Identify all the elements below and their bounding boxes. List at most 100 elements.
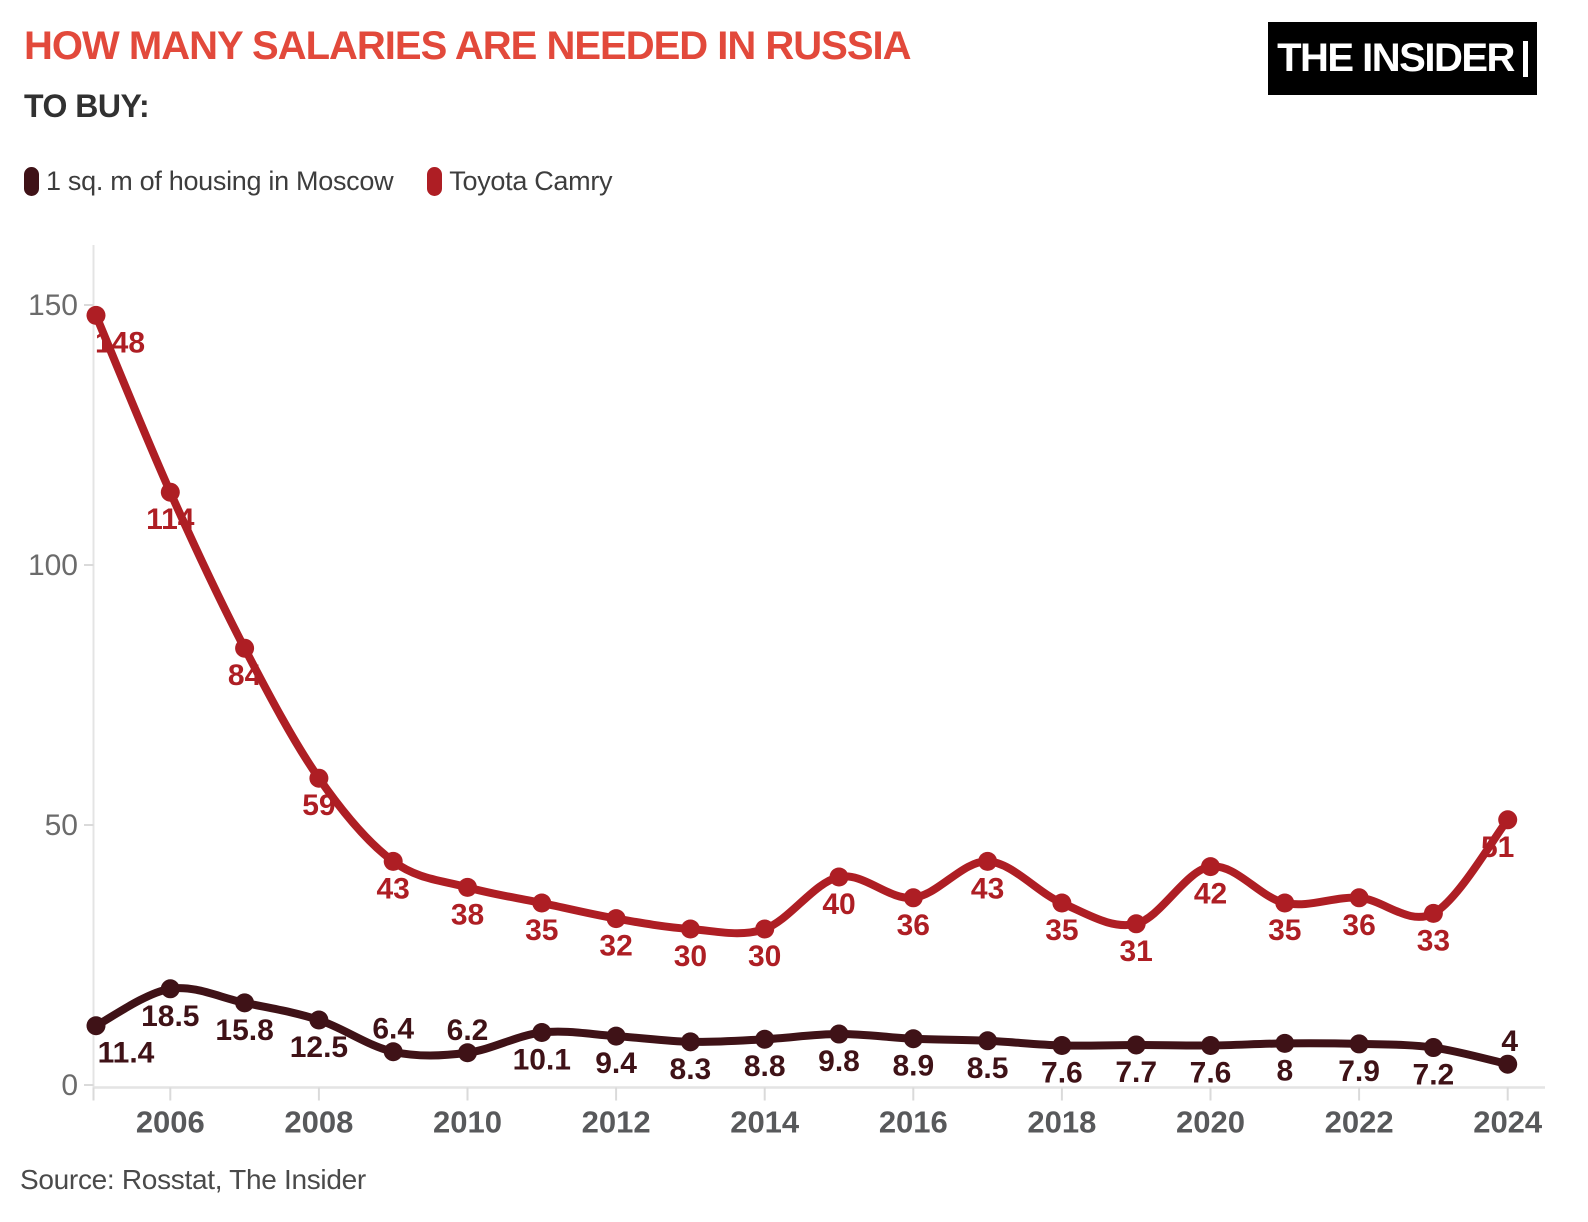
data-label-1-sq-m-of-housing-in-moscow: 6.2 (447, 1014, 489, 1047)
data-point-1-sq-m-of-housing-in-moscow (532, 1022, 552, 1042)
data-point-1-sq-m-of-housing-in-moscow (755, 1029, 775, 1049)
data-point-toyota-camry (1498, 810, 1518, 830)
data-label-toyota-camry: 35 (525, 914, 558, 947)
data-point-toyota-camry (903, 888, 923, 908)
x-axis-tick-label: 2016 (879, 1105, 948, 1140)
data-point-toyota-camry (755, 919, 775, 939)
legend-label-housing: 1 sq. m of housing in Moscow (46, 166, 394, 196)
data-point-toyota-camry (1349, 888, 1369, 908)
page-title: HOW MANY SALARIES ARE NEEDED IN RUSSIA (24, 24, 912, 68)
x-axis-tick-label: 2008 (284, 1105, 353, 1140)
axes: 0 50 100 150 2006 2008 2010 2012 2014 2016 2018 202… (28, 245, 1545, 1140)
data-label-toyota-camry: 30 (748, 940, 781, 973)
data-point-toyota-camry (1275, 893, 1295, 913)
series-toyota-camry: 148 114 84 59 43 38 35 32 30 30 40 36 43 35 31 42 35 36 33… (86, 305, 1518, 973)
data-point-toyota-camry (86, 305, 106, 325)
data-label-toyota-camry: 40 (822, 888, 855, 921)
data-label-1-sq-m-of-housing-in-moscow: 10.1 (513, 1043, 571, 1076)
data-point-1-sq-m-of-housing-in-moscow (458, 1043, 477, 1063)
data-label-1-sq-m-of-housing-in-moscow: 11.4 (98, 1037, 155, 1070)
housing-series-marker-icon (24, 167, 39, 196)
data-point-1-sq-m-of-housing-in-moscow (86, 1016, 106, 1036)
data-label-1-sq-m-of-housing-in-moscow: 7.7 (1115, 1056, 1157, 1089)
legend-item-housing: 1 sq. m of housing in Moscow (24, 166, 394, 197)
data-point-1-sq-m-of-housing-in-moscow (978, 1031, 998, 1051)
data-point-toyota-camry (829, 867, 849, 887)
data-point-1-sq-m-of-housing-in-moscow (903, 1029, 923, 1049)
x-axis-tick-label: 2018 (1027, 1105, 1096, 1140)
chart-legend: 1 sq. m of housing in Moscow Toyota Camr… (24, 166, 613, 197)
data-point-1-sq-m-of-housing-in-moscow (1126, 1035, 1146, 1055)
data-label-toyota-camry: 148 (95, 326, 145, 359)
camry-series-marker-icon (427, 167, 443, 196)
data-label-1-sq-m-of-housing-in-moscow: 18.5 (141, 1000, 199, 1033)
data-label-1-sq-m-of-housing-in-moscow: 8 (1276, 1054, 1293, 1087)
data-label-1-sq-m-of-housing-in-moscow: 12.5 (290, 1031, 348, 1064)
data-point-1-sq-m-of-housing-in-moscow (1498, 1054, 1518, 1074)
data-label-toyota-camry: 35 (1268, 914, 1301, 947)
data-point-toyota-camry (532, 893, 552, 913)
data-label-1-sq-m-of-housing-in-moscow: 9.8 (818, 1045, 860, 1078)
data-point-toyota-camry (383, 851, 403, 871)
data-label-toyota-camry: 43 (971, 872, 1004, 905)
data-label-toyota-camry: 42 (1194, 878, 1227, 911)
data-point-1-sq-m-of-housing-in-moscow (383, 1042, 403, 1062)
data-point-1-sq-m-of-housing-in-moscow (235, 993, 255, 1013)
x-axis-tick-label: 2022 (1325, 1105, 1394, 1140)
data-label-toyota-camry: 84 (228, 659, 262, 692)
data-point-toyota-camry (160, 482, 180, 502)
data-label-toyota-camry: 35 (1045, 914, 1078, 947)
y-axis-tick-label: 0 (61, 1069, 78, 1102)
x-axis-tick-label: 2024 (1473, 1105, 1543, 1140)
data-label-1-sq-m-of-housing-in-moscow: 9.4 (595, 1047, 637, 1080)
the-insider-logo: THE INSIDER (1268, 22, 1537, 95)
data-point-toyota-camry (309, 768, 329, 788)
data-point-toyota-camry (458, 877, 477, 897)
x-axis-tick-label: 2012 (582, 1105, 651, 1140)
data-point-1-sq-m-of-housing-in-moscow (1275, 1033, 1295, 1053)
data-label-1-sq-m-of-housing-in-moscow: 7.6 (1041, 1056, 1083, 1089)
x-axis-tick-label: 2006 (136, 1105, 205, 1140)
data-point-1-sq-m-of-housing-in-moscow (606, 1026, 626, 1046)
data-label-toyota-camry: 36 (897, 909, 930, 942)
data-point-1-sq-m-of-housing-in-moscow (1201, 1035, 1220, 1055)
data-label-1-sq-m-of-housing-in-moscow: 7.6 (1190, 1056, 1232, 1089)
data-label-1-sq-m-of-housing-in-moscow: 7.9 (1338, 1055, 1380, 1088)
logo-text: THE INSIDER (1277, 36, 1515, 80)
data-label-toyota-camry: 31 (1120, 935, 1153, 968)
data-point-toyota-camry (1052, 893, 1072, 913)
data-label-toyota-camry: 30 (674, 940, 707, 973)
legend-item-camry: Toyota Camry (427, 166, 613, 197)
source-note: Source: Rosstat, The Insider (20, 1164, 366, 1195)
x-axis-tick-label: 2014 (730, 1105, 800, 1140)
data-point-1-sq-m-of-housing-in-moscow (829, 1024, 849, 1044)
data-point-toyota-camry (606, 909, 626, 929)
y-axis-tick-label: 100 (28, 549, 78, 582)
data-label-toyota-camry: 114 (146, 503, 195, 536)
data-label-toyota-camry: 38 (451, 898, 484, 931)
data-label-1-sq-m-of-housing-in-moscow: 15.8 (215, 1014, 273, 1047)
data-point-toyota-camry (978, 851, 998, 871)
data-label-toyota-camry: 51 (1481, 831, 1514, 864)
data-label-toyota-camry: 43 (377, 872, 410, 905)
y-axis-tick-label: 50 (45, 809, 78, 842)
data-point-1-sq-m-of-housing-in-moscow (1052, 1035, 1072, 1055)
chart-subtitle: TO BUY: (24, 88, 150, 124)
data-point-1-sq-m-of-housing-in-moscow (1349, 1034, 1369, 1054)
data-point-toyota-camry (1201, 857, 1220, 877)
data-label-1-sq-m-of-housing-in-moscow: 6.4 (372, 1013, 414, 1046)
data-point-1-sq-m-of-housing-in-moscow (160, 979, 180, 999)
data-label-toyota-camry: 33 (1417, 924, 1450, 957)
data-label-1-sq-m-of-housing-in-moscow: 8.9 (892, 1050, 934, 1083)
x-axis-tick-label: 2010 (433, 1105, 502, 1140)
data-label-toyota-camry: 36 (1342, 909, 1375, 942)
data-label-1-sq-m-of-housing-in-moscow: 8.3 (670, 1053, 712, 1086)
legend-label-camry: Toyota Camry (449, 166, 613, 196)
data-point-toyota-camry (235, 638, 255, 658)
data-label-toyota-camry: 59 (302, 789, 335, 822)
data-label-1-sq-m-of-housing-in-moscow: 4 (1501, 1025, 1518, 1058)
data-label-1-sq-m-of-housing-in-moscow: 8.8 (744, 1050, 786, 1083)
logo-bar-icon (1522, 40, 1528, 77)
data-point-toyota-camry (680, 919, 700, 939)
